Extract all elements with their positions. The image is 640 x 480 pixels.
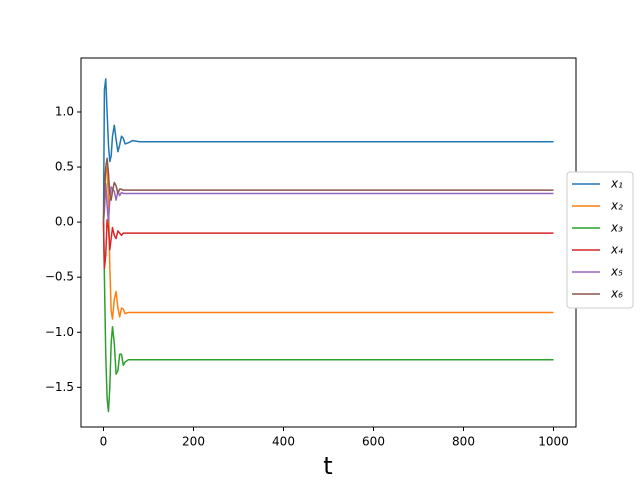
y-tick-label: 0.5 [55,160,74,174]
x-tick-label: 600 [362,435,385,449]
legend-label: x₅ [610,265,623,279]
legend-box [566,171,634,309]
x-tick-label: 200 [182,435,205,449]
series-line [102,222,554,413]
legend-label: x₆ [610,287,623,301]
y-tick-label: −1.0 [45,325,74,339]
legend-label: x₁ [610,177,623,191]
x-tick-label: 1000 [538,435,569,449]
x-tick-label: 400 [272,435,295,449]
y-tick-label: −1.5 [45,380,74,394]
y-tick-label: −0.5 [45,270,74,284]
series-line [102,219,554,270]
y-tick-label: 1.0 [55,104,74,118]
series-line [102,157,554,223]
x-tick-label: 800 [452,435,475,449]
legend-label: x₄ [610,243,623,257]
legend-label: x₂ [610,199,623,213]
x-tick-label: 0 [100,435,108,449]
series-line [102,78,554,223]
x-axis-label: t [323,452,332,480]
y-tick-label: 0.0 [55,215,74,229]
series-line [102,182,554,223]
series-line [102,166,554,320]
legend-label: x₃ [610,221,623,235]
